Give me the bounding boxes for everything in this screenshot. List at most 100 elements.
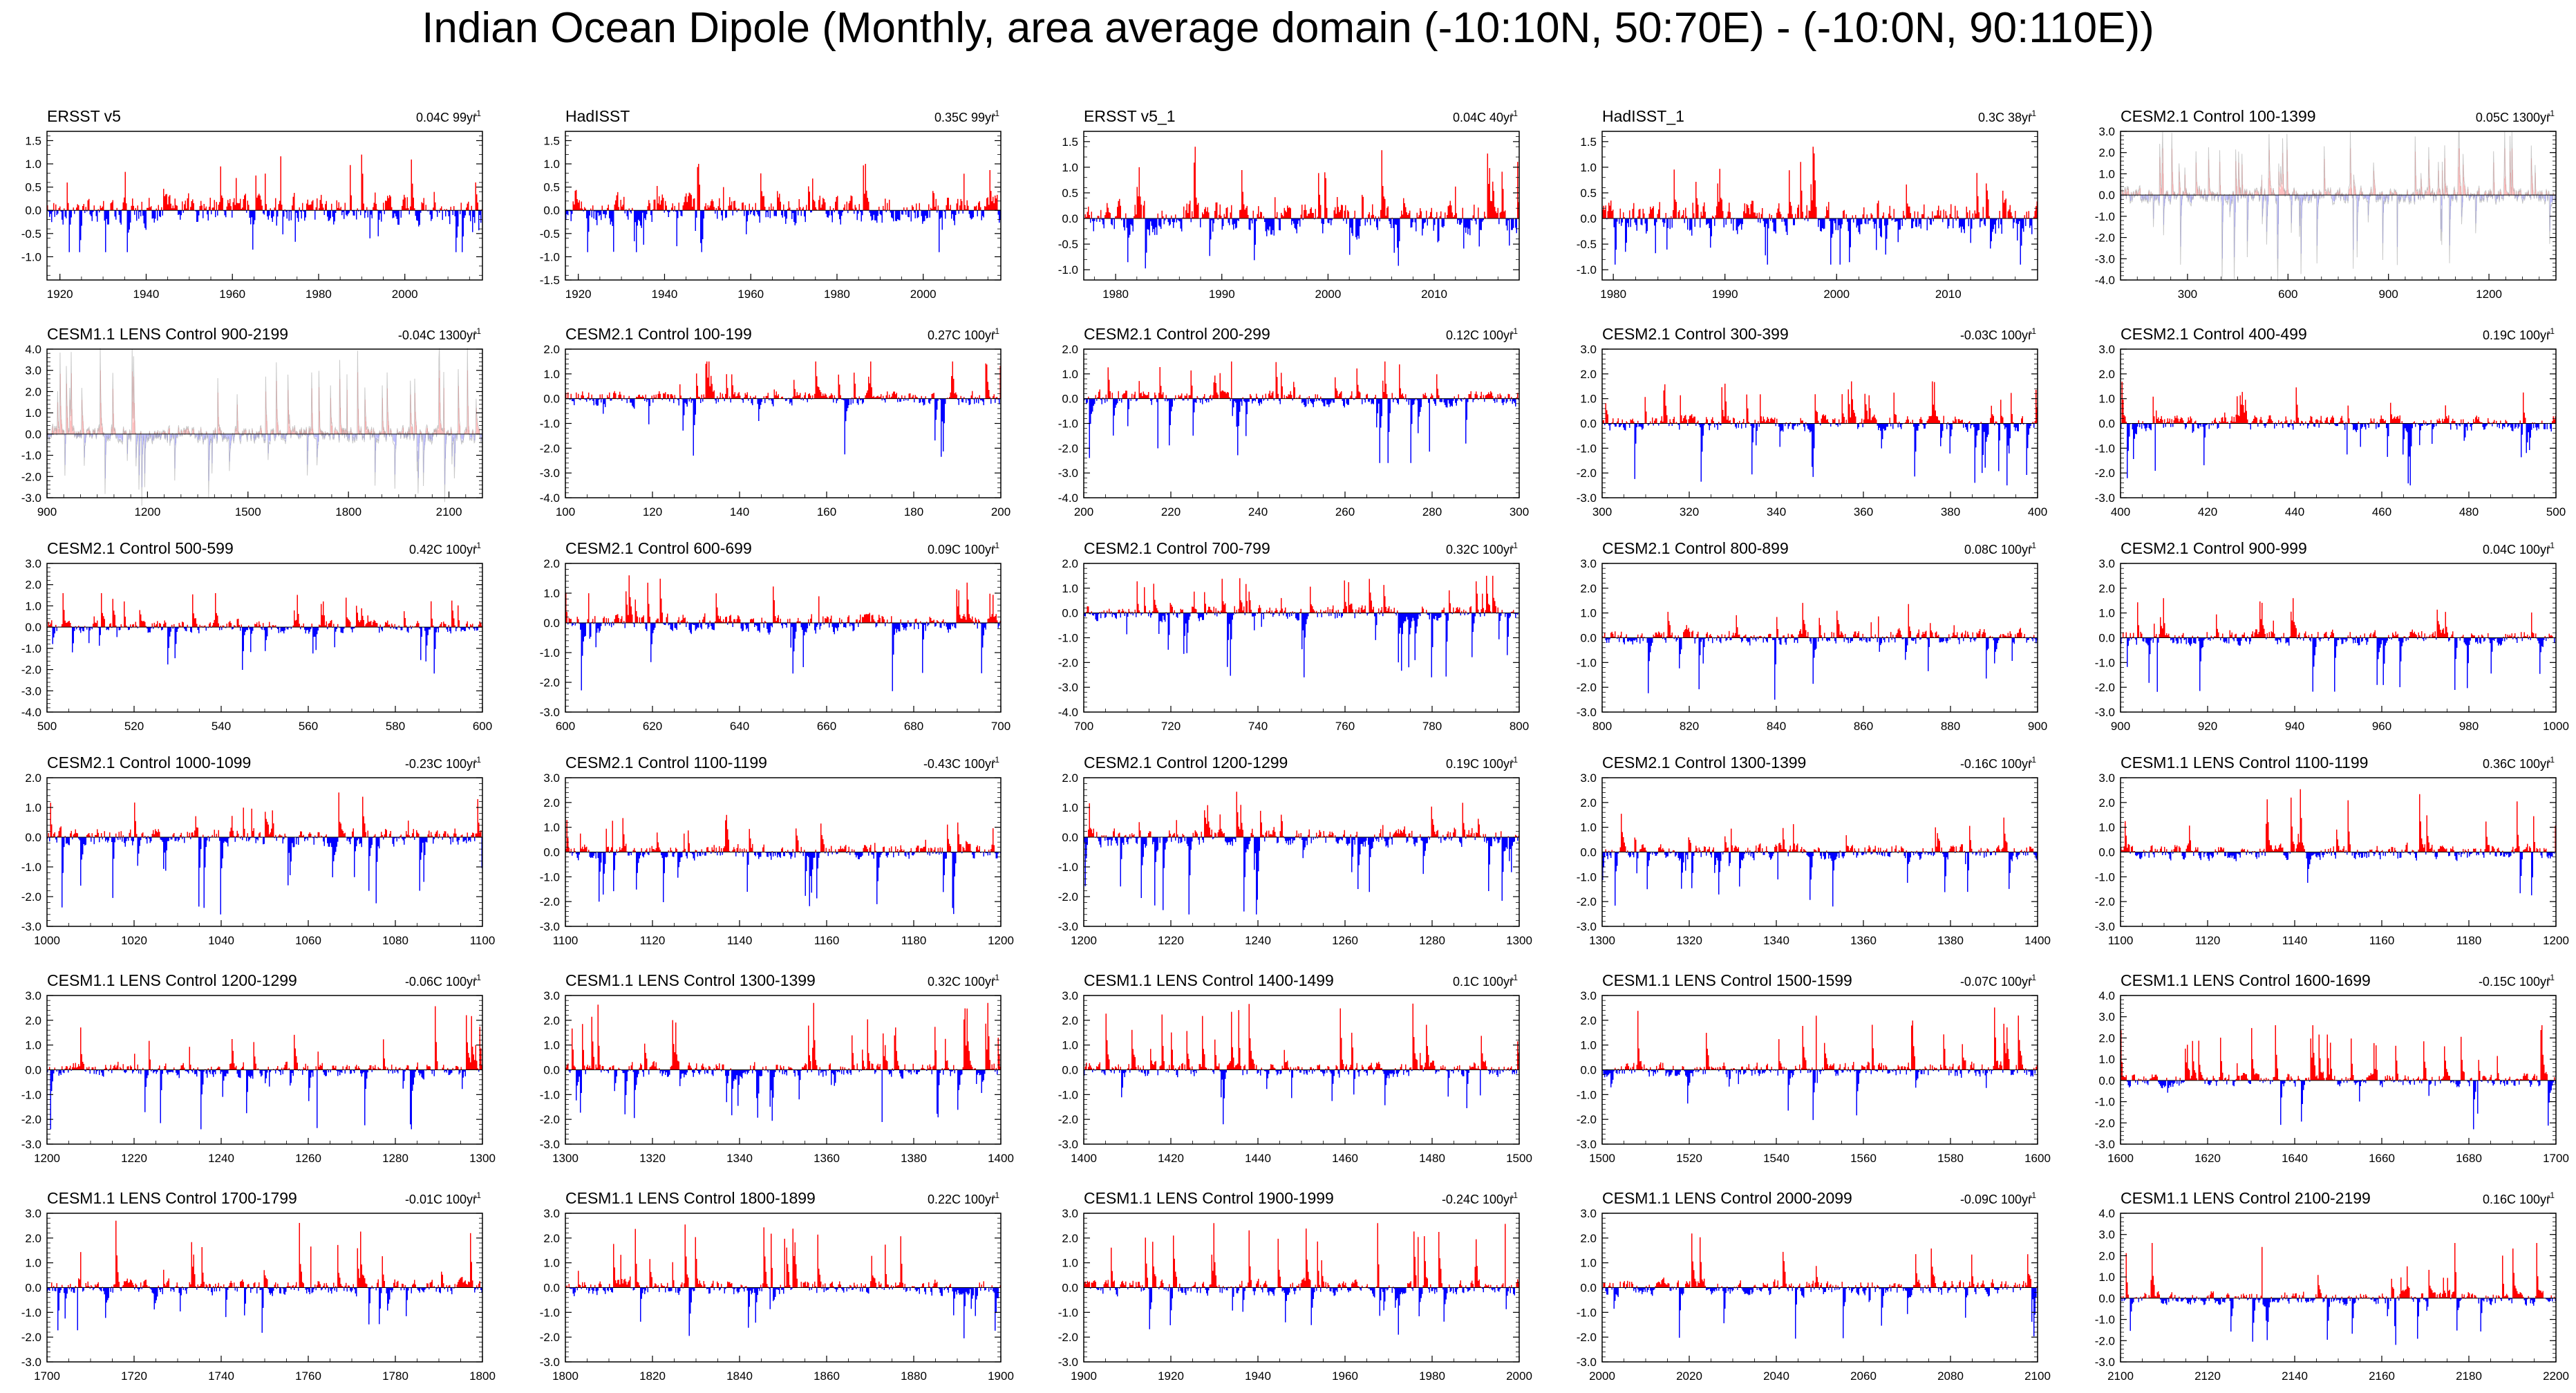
y-tick-label: -2.0 bbox=[2095, 467, 2115, 480]
y-tick-label: 0.0 bbox=[543, 204, 560, 217]
y-tick-label: 1.0 bbox=[1062, 1039, 1078, 1052]
panel-stat-exponent: -1 bbox=[473, 109, 481, 118]
panel-title: CESM1.1 LENS Control 1400-1499 bbox=[1084, 971, 1334, 989]
positive-anomaly-area bbox=[2121, 382, 2556, 424]
x-tick-label: 1440 bbox=[1245, 1152, 1271, 1165]
y-tick-label: 1.0 bbox=[1062, 1257, 1078, 1270]
y-tick-label: -3.0 bbox=[540, 706, 560, 719]
y-tick-label: 0.0 bbox=[1580, 418, 1597, 431]
x-tick-label: 1900 bbox=[1071, 1369, 1097, 1383]
x-tick-label: 1540 bbox=[1763, 1152, 1789, 1165]
chart-panel: CESM2.1 Control 200-299 0.12C 100yr-1 -4.0… bbox=[1058, 325, 1529, 518]
x-tick-label: 1200 bbox=[34, 1152, 60, 1165]
panel-title: CESM2.1 Control 1000-1099 bbox=[47, 754, 251, 772]
panel-stat: 0.42C 100yr bbox=[409, 543, 477, 557]
y-tick-label: -1.0 bbox=[540, 250, 560, 263]
x-tick-label: 1860 bbox=[814, 1369, 840, 1383]
panel-stat-exponent: -1 bbox=[992, 755, 999, 765]
x-tick-label: 2180 bbox=[2456, 1369, 2482, 1383]
y-tick-label: -3.0 bbox=[540, 1138, 560, 1151]
panel-stat: 0.1C 100yr bbox=[1453, 975, 1514, 989]
y-tick-label: 1.0 bbox=[543, 1039, 560, 1052]
y-tick-label: -3.0 bbox=[21, 684, 41, 698]
x-tick-label: 1060 bbox=[295, 934, 321, 947]
y-tick-label: 4.0 bbox=[25, 343, 41, 356]
x-tick-label: 420 bbox=[2198, 505, 2217, 518]
y-tick-label: 3.0 bbox=[543, 772, 560, 785]
y-tick-label: -1.0 bbox=[1058, 263, 1078, 277]
x-tick-label: 1980 bbox=[305, 288, 332, 301]
y-tick-label: 2.0 bbox=[543, 796, 560, 810]
y-tick-label: -2.0 bbox=[21, 664, 41, 677]
panel-title: CESM1.1 LENS Control 2000-2099 bbox=[1602, 1189, 1852, 1207]
y-tick-label: -2.0 bbox=[1058, 1113, 1078, 1126]
y-tick-label: -1.0 bbox=[1058, 632, 1078, 645]
x-tick-label: 920 bbox=[2198, 720, 2217, 733]
x-tick-label: 2200 bbox=[2543, 1369, 2569, 1383]
positive-anomaly-area bbox=[2121, 1025, 2556, 1081]
series-overlay-line bbox=[2120, 131, 2556, 281]
panel-title: CESM2.1 Control 900-999 bbox=[2121, 539, 2307, 557]
y-tick-label: -1.0 bbox=[540, 1306, 560, 1319]
chart-panel: CESM1.1 LENS Control 1300-1399 0.32C 100y… bbox=[540, 971, 1014, 1165]
y-tick-label: 0.0 bbox=[2098, 418, 2115, 431]
x-tick-label: 280 bbox=[1422, 505, 1442, 518]
panel-stat-exponent: -1 bbox=[1510, 326, 1518, 336]
x-tick-label: 1300 bbox=[1589, 934, 1615, 947]
y-tick-label: -2.0 bbox=[1577, 895, 1597, 908]
panel-title: CESM2.1 Control 500-599 bbox=[47, 539, 234, 557]
chart-panel: CESM1.1 LENS Control 1800-1899 0.22C 100y… bbox=[540, 1189, 1014, 1383]
panel-stat-exponent: -1 bbox=[2029, 541, 2036, 550]
x-tick-label: 1400 bbox=[2024, 934, 2051, 947]
positive-anomaly-area bbox=[47, 1220, 482, 1288]
y-tick-label: -2.0 bbox=[2095, 895, 2115, 908]
y-tick-label: 0.0 bbox=[1580, 846, 1597, 859]
y-tick-label: -1.0 bbox=[2095, 210, 2115, 223]
y-tick-label: 0.0 bbox=[25, 621, 41, 634]
y-tick-label: 1.0 bbox=[1580, 161, 1597, 174]
y-tick-label: 0.5 bbox=[543, 181, 560, 194]
panel-stat: -0.06C 100yr bbox=[405, 975, 477, 989]
panel-stat-exponent: -1 bbox=[2029, 973, 2036, 982]
y-tick-label: -1.0 bbox=[1058, 861, 1078, 874]
chart-panel: CESM2.1 Control 100-199 0.27C 100yr-1 -4.0… bbox=[540, 325, 1010, 518]
x-tick-label: 1360 bbox=[1850, 934, 1877, 947]
x-tick-label: 1280 bbox=[1419, 934, 1445, 947]
x-tick-label: 1990 bbox=[1712, 288, 1738, 301]
y-tick-label: 2.0 bbox=[1062, 343, 1078, 356]
panel-title: CESM2.1 Control 600-699 bbox=[565, 539, 752, 557]
y-tick-label: -3.0 bbox=[1058, 1356, 1078, 1369]
y-tick-label: 1.5 bbox=[25, 134, 41, 147]
x-tick-label: 1160 bbox=[814, 934, 840, 947]
negative-anomaly-area bbox=[1084, 218, 1519, 269]
panel-title: CESM1.1 LENS Control 1800-1899 bbox=[565, 1189, 816, 1207]
y-tick-label: -1.0 bbox=[1058, 418, 1078, 431]
positive-anomaly-area bbox=[2121, 598, 2556, 638]
y-tick-label: 1.0 bbox=[1062, 801, 1078, 814]
positive-anomaly-area bbox=[1602, 381, 2038, 424]
y-tick-label: 3.0 bbox=[25, 557, 41, 570]
positive-anomaly-area bbox=[1084, 1223, 1519, 1288]
y-tick-label: 0.0 bbox=[2098, 632, 2115, 645]
y-tick-label: 2.0 bbox=[25, 772, 41, 785]
y-tick-label: -3.0 bbox=[1577, 492, 1597, 505]
x-tick-label: 1940 bbox=[1245, 1369, 1271, 1383]
x-tick-label: 1140 bbox=[2282, 934, 2308, 947]
y-tick-label: 0.0 bbox=[1062, 1282, 1078, 1295]
y-tick-label: 0.0 bbox=[2098, 1074, 2115, 1087]
panel-stat-exponent: -1 bbox=[2547, 326, 2555, 336]
chart-panel: CESM2.1 Control 900-999 0.04C 100yr-1 -3.0… bbox=[2095, 539, 2569, 733]
x-tick-label: 780 bbox=[1422, 720, 1442, 733]
panel-stat: -0.09C 100yr bbox=[1960, 1193, 2032, 1206]
chart-panel: CESM1.1 LENS Control 1400-1499 0.1C 100yr… bbox=[1058, 971, 1532, 1165]
y-tick-label: -2.0 bbox=[1577, 467, 1597, 480]
y-tick-label: -3.0 bbox=[2095, 492, 2115, 505]
y-tick-label: 2.0 bbox=[1580, 796, 1597, 810]
y-tick-label: -2.0 bbox=[1058, 656, 1078, 669]
negative-anomaly-area bbox=[1602, 423, 2038, 486]
positive-anomaly-area bbox=[1602, 1007, 2038, 1070]
panel-title: CESM2.1 Control 800-899 bbox=[1602, 539, 1789, 557]
y-tick-label: -3.0 bbox=[21, 1356, 41, 1369]
negative-anomaly-area bbox=[565, 852, 1001, 915]
x-tick-label: 1680 bbox=[2456, 1152, 2482, 1165]
